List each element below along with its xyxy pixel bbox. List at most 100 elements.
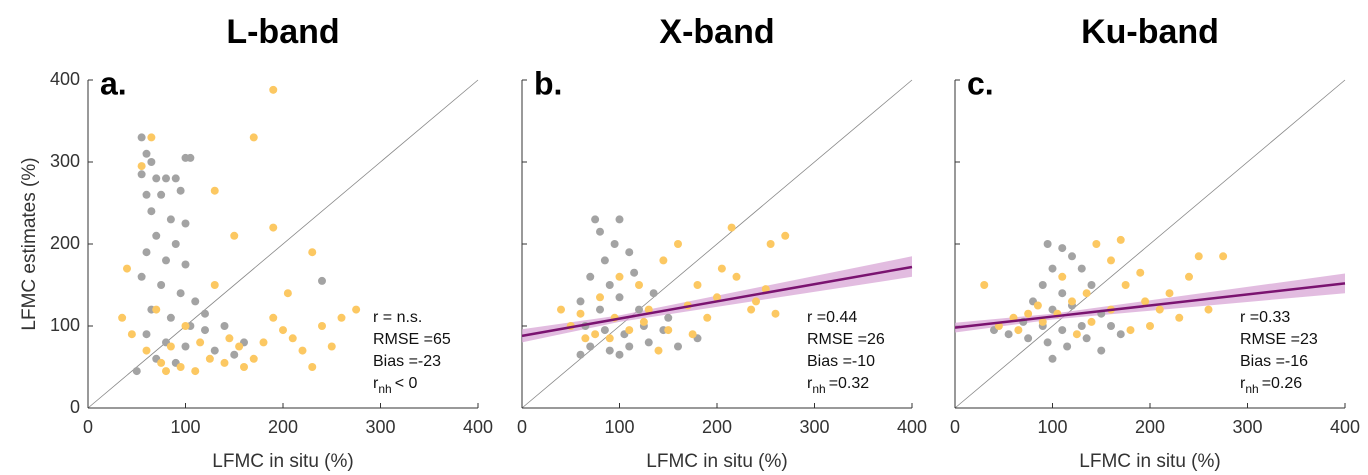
- scatter-point: [1048, 354, 1057, 363]
- x-tick-label: 400: [897, 417, 927, 437]
- scatter-point: [727, 223, 736, 232]
- panel: X-band b. 0 100 200 300 400 LFMC in situ (%) r =…: [517, 13, 927, 472]
- scatter-point: [771, 309, 780, 318]
- identity-line: [521, 79, 913, 409]
- y-tick-label: 100: [50, 315, 80, 335]
- stat-text: Bias =-16: [1240, 353, 1308, 370]
- scatter-point: [142, 190, 151, 199]
- scatter-point: [635, 281, 643, 289]
- scatter-point: [1121, 281, 1130, 289]
- scatter-point: [644, 305, 653, 314]
- scatter-point: [1063, 342, 1072, 351]
- scatter-point: [176, 186, 185, 195]
- scatter-point: [230, 350, 239, 359]
- fit-line: [521, 265, 913, 338]
- scatter-point: [732, 272, 741, 281]
- scatter-point: [132, 367, 141, 376]
- x-tick-label: 100: [170, 417, 200, 437]
- scatter-point: [210, 186, 219, 195]
- x-tick-label: 400: [463, 417, 493, 437]
- x-tick-label: 200: [1135, 417, 1165, 437]
- scatter-point: [586, 342, 595, 351]
- scatter-point: [152, 231, 161, 240]
- scatter-point: [1107, 256, 1115, 265]
- panel-title: L-band: [226, 13, 339, 51]
- scatter-point: [327, 342, 336, 351]
- x-tick-label: 200: [702, 417, 732, 437]
- scatter-point: [625, 342, 634, 351]
- scatter-point: [191, 367, 200, 376]
- scatter-point: [166, 313, 175, 322]
- scatter-point: [118, 313, 127, 322]
- scatter-point: [1068, 297, 1076, 306]
- scatter-point: [269, 223, 278, 232]
- scatter-point: [259, 338, 268, 347]
- scatter-point: [142, 330, 151, 339]
- scatter-point: [1155, 305, 1164, 314]
- scatter-point: [1043, 240, 1052, 248]
- scatter-point: [615, 350, 624, 359]
- scatter-point: [162, 174, 170, 183]
- y-tick-label: 400: [50, 69, 80, 89]
- scatter-point: [625, 326, 634, 335]
- scatter-point: [1058, 326, 1067, 335]
- scatter-point: [220, 322, 229, 330]
- scatter-point: [674, 342, 682, 351]
- scatter-point: [137, 133, 146, 142]
- scatter-point: [600, 256, 609, 265]
- scatter-point: [1058, 244, 1067, 253]
- scatter-point: [605, 346, 614, 355]
- stat-symbol: r: [1240, 375, 1246, 392]
- scatter-point: [693, 281, 702, 289]
- scatter-point: [181, 322, 190, 330]
- scatter-point: [181, 342, 190, 351]
- scatter-point: [171, 240, 180, 248]
- stat-text: RMSE =65: [373, 331, 451, 348]
- stat-text: RMSE =23: [1240, 331, 1318, 348]
- scatter-point: [1024, 309, 1033, 318]
- scatter-point: [1146, 322, 1154, 330]
- x-axis-label: LFMC in situ (%): [1079, 451, 1220, 472]
- scatter-point: [1077, 264, 1086, 273]
- scatter-point: [1204, 305, 1213, 314]
- y-tick-label: 300: [50, 151, 80, 171]
- x-tick-label: 0: [517, 417, 527, 437]
- x-axis-label: LFMC in situ (%): [212, 451, 353, 472]
- scatter-point: [1194, 252, 1203, 261]
- scatter-point: [639, 317, 648, 326]
- scatter-point: [581, 334, 590, 343]
- scatter-point: [205, 354, 214, 363]
- stat-subscript: nh: [1245, 382, 1258, 396]
- x-tick-label: 0: [950, 417, 960, 437]
- scatter-point: [279, 326, 287, 335]
- scatter-point: [615, 215, 624, 224]
- scatter-point: [1185, 272, 1193, 281]
- scatter-point: [1038, 317, 1047, 326]
- scatter-point: [147, 133, 156, 142]
- scatter-point: [318, 276, 326, 285]
- scatter-point: [162, 367, 170, 376]
- panel-label: c.: [967, 65, 994, 101]
- scatter-point: [157, 281, 166, 289]
- y-tick-label: 0: [70, 397, 80, 417]
- scatter-point: [235, 342, 244, 351]
- stat-text: Bias =-23: [373, 353, 441, 370]
- scatter-point: [596, 227, 604, 236]
- x-tick-label: 200: [268, 417, 298, 437]
- stat-subscript: nh: [812, 382, 825, 396]
- stat-text: rnh < 0: [373, 375, 417, 396]
- x-tick-label: 100: [1037, 417, 1067, 437]
- scatter-point: [703, 313, 712, 322]
- scatter-point: [1038, 281, 1047, 289]
- scatter-point: [191, 297, 200, 306]
- scatter-point: [196, 338, 205, 347]
- scatter-point: [1048, 264, 1057, 273]
- scatter-point: [659, 256, 668, 265]
- y-axis-label: LFMC estimates (%): [19, 157, 40, 330]
- scatter-point: [717, 264, 726, 273]
- scatter-point: [127, 330, 136, 339]
- stat-subscript: nh: [378, 382, 391, 396]
- y-tick-label: 200: [50, 233, 80, 253]
- scatter-point: [591, 215, 600, 224]
